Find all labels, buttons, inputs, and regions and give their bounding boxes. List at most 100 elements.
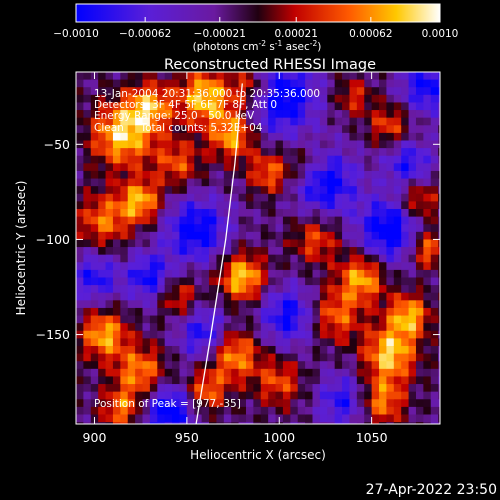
heatmap-cell xyxy=(194,315,203,324)
heatmap-cell xyxy=(135,269,144,279)
heatmap-cell xyxy=(386,239,395,248)
heatmap-cell xyxy=(319,376,328,385)
heatmap-cell xyxy=(305,193,314,202)
heatmap-cell xyxy=(342,72,351,81)
heatmap-cell xyxy=(112,422,121,424)
heatmap-cell xyxy=(275,376,284,385)
heatmap-cell xyxy=(83,300,92,309)
heatmap-cell xyxy=(245,94,254,104)
heatmap-cell xyxy=(282,338,291,347)
heatmap-cell xyxy=(83,330,92,339)
heatmap-cell xyxy=(290,414,299,423)
heatmap-cell xyxy=(275,186,284,195)
heatmap-cell xyxy=(379,307,388,317)
heatmap-cell xyxy=(112,87,121,96)
heatmap-cell xyxy=(438,361,440,370)
heatmap-cell xyxy=(319,208,328,218)
heatmap-cell xyxy=(364,170,373,180)
heatmap-cell xyxy=(371,125,380,134)
heatmap-cell xyxy=(379,155,388,164)
heatmap-cell xyxy=(238,254,247,263)
heatmap-cell xyxy=(319,224,328,233)
heatmap-cell xyxy=(112,353,121,362)
heatmap-cell xyxy=(415,262,424,271)
heatmap-cell xyxy=(386,353,395,362)
heatmap-cell xyxy=(393,231,402,241)
heatmap-cell xyxy=(327,307,336,317)
heatmap-cell xyxy=(127,338,136,347)
heatmap-cell xyxy=(364,163,373,172)
heatmap-cell xyxy=(142,224,151,233)
heatmap-cell xyxy=(438,231,440,241)
heatmap-cell xyxy=(216,300,225,309)
heatmap-cell xyxy=(98,140,107,149)
heatmap-cell xyxy=(260,406,269,416)
heatmap-cell xyxy=(356,315,365,324)
heatmap-cell xyxy=(179,323,188,332)
heatmap-cell xyxy=(98,262,107,271)
heatmap-cell xyxy=(149,254,158,263)
heatmap-cell xyxy=(83,269,92,279)
heatmap-cell xyxy=(430,406,439,416)
heatmap-cell xyxy=(216,376,225,385)
heatmap-cell xyxy=(194,399,203,408)
heatmap-cell xyxy=(408,285,417,294)
heatmap-cell xyxy=(371,353,380,362)
heatmap-cell xyxy=(245,125,254,134)
heatmap-cell xyxy=(423,94,432,104)
heatmap-cell xyxy=(253,406,262,416)
heatmap-cell xyxy=(90,87,99,96)
heatmap-cell xyxy=(179,384,188,393)
heatmap-cell xyxy=(98,216,107,225)
heatmap-cell xyxy=(149,315,158,324)
heatmap-cell xyxy=(282,330,291,339)
heatmap-cell xyxy=(364,338,373,347)
heatmap-cell xyxy=(327,94,336,104)
heatmap-cell xyxy=(393,384,402,393)
heatmap-cell xyxy=(305,247,314,256)
heatmap-cell xyxy=(223,72,232,81)
heatmap-cell xyxy=(245,269,254,279)
heatmap-cell xyxy=(364,208,373,218)
heatmap-cell xyxy=(260,254,269,263)
heatmap-cell xyxy=(127,315,136,324)
heatmap-cell xyxy=(186,361,195,370)
heatmap-cell xyxy=(379,117,388,126)
heatmap-cell xyxy=(98,72,107,81)
heatmap-cell xyxy=(423,208,432,218)
heatmap-cell xyxy=(430,247,439,256)
heatmap-cell xyxy=(83,178,92,187)
heatmap-cell xyxy=(275,201,284,210)
heatmap-cell xyxy=(342,208,351,218)
heatmap-cell xyxy=(297,148,306,157)
heatmap-cell xyxy=(423,87,432,96)
heatmap-cell xyxy=(238,208,247,218)
heatmap-cell xyxy=(364,376,373,385)
heatmap-cell xyxy=(282,277,291,286)
heatmap-cell xyxy=(430,224,439,233)
heatmap-cell xyxy=(98,330,107,339)
heatmap-cell xyxy=(149,391,158,400)
heatmap-cell xyxy=(379,376,388,385)
heatmap-cell xyxy=(105,247,114,256)
heatmap-cell xyxy=(364,406,373,416)
heatmap-cell xyxy=(172,247,181,256)
heatmap-cell xyxy=(142,132,151,142)
heatmap-cell xyxy=(194,300,203,309)
heatmap-cell xyxy=(112,140,121,149)
heatmap-cell xyxy=(319,323,328,332)
heatmap-cell xyxy=(83,262,92,271)
heatmap-cell xyxy=(282,186,291,195)
heatmap-cell xyxy=(364,262,373,271)
chart-title: Reconstructed RHESSI Image xyxy=(164,57,376,73)
heatmap-cell xyxy=(305,239,314,248)
heatmap-cell xyxy=(408,406,417,416)
heatmap-cell xyxy=(334,132,343,142)
heatmap-cell xyxy=(349,345,358,355)
heatmap-cell xyxy=(312,247,321,256)
heatmap-cell xyxy=(438,422,440,424)
heatmap-cell xyxy=(371,224,380,233)
heatmap-cell xyxy=(260,269,269,279)
heatmap-cell xyxy=(127,307,136,317)
heatmap-cell xyxy=(157,72,166,81)
